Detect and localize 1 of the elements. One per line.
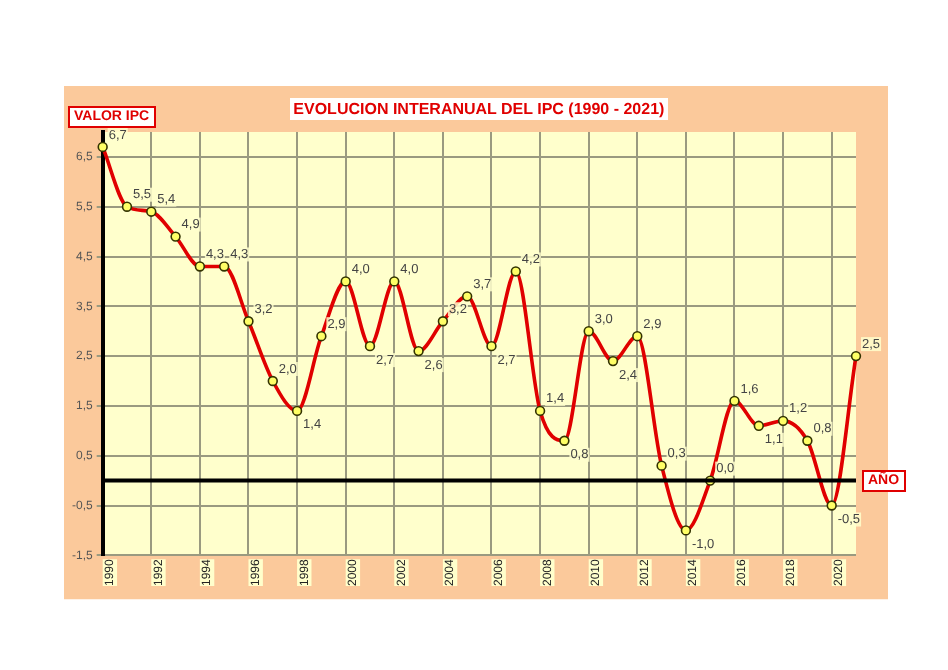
chart-title: EVOLUCION INTERANUAL DEL IPC (1990 - 2021) — [289, 98, 669, 120]
